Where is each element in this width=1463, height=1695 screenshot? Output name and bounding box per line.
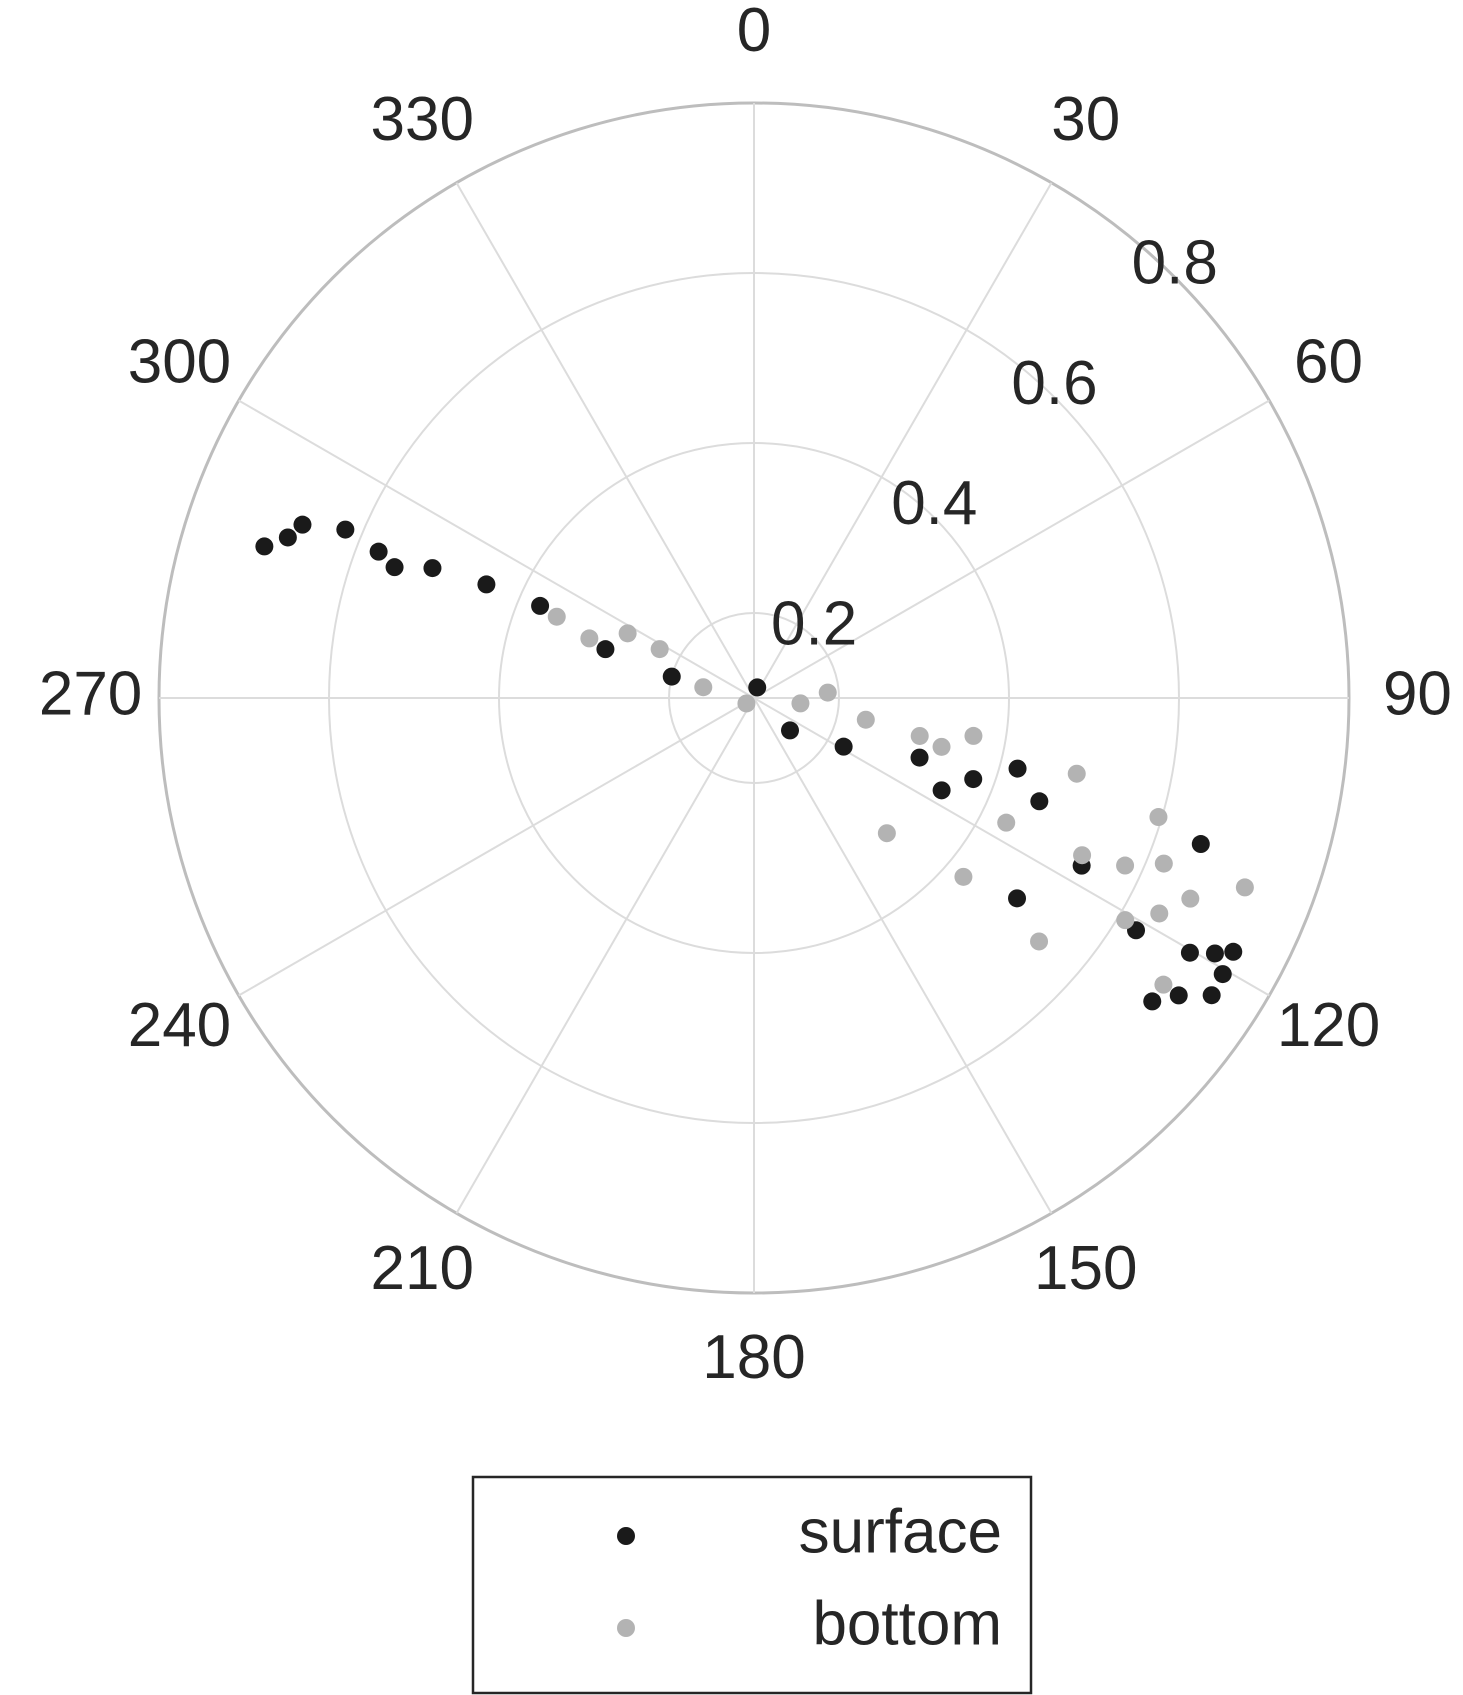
point	[910, 726, 929, 745]
legend-label: surface	[799, 1497, 1002, 1566]
point	[1154, 854, 1173, 873]
point	[1008, 759, 1027, 778]
point	[1030, 792, 1049, 811]
point	[737, 694, 756, 713]
grid-spoke	[238, 399, 755, 699]
grid-spoke	[753, 399, 1270, 699]
point	[932, 781, 951, 800]
theta-tick-label: 30	[1051, 85, 1120, 154]
point	[877, 824, 896, 843]
point	[1030, 932, 1049, 951]
point	[255, 537, 274, 556]
theta-tick-label: 0	[737, 0, 771, 65]
point	[748, 678, 767, 697]
point	[1213, 965, 1232, 984]
point	[650, 640, 669, 659]
r-tick-label: 0.6	[1011, 349, 1097, 418]
point	[1154, 975, 1173, 994]
point	[834, 737, 853, 756]
point	[964, 770, 983, 789]
point	[1181, 889, 1200, 908]
point	[1224, 942, 1243, 961]
point	[531, 596, 550, 615]
point	[1180, 943, 1199, 962]
grid-spoke	[753, 182, 1053, 699]
point	[336, 520, 355, 539]
legend-marker	[617, 1619, 635, 1637]
point	[818, 683, 837, 702]
point	[596, 640, 615, 659]
legend-label: bottom	[812, 1589, 1002, 1658]
theta-tick-label: 60	[1294, 328, 1363, 397]
point	[423, 559, 442, 578]
grid-spoke	[753, 697, 1053, 1214]
point	[1073, 846, 1092, 865]
point	[932, 737, 951, 756]
legend-box	[471, 1475, 1033, 1695]
point	[1205, 944, 1224, 963]
point	[781, 721, 800, 740]
grid-spoke	[455, 697, 755, 1214]
theta-tick-label: 210	[371, 1234, 474, 1303]
grid-spoke	[455, 182, 755, 699]
theta-tick-label: 300	[128, 328, 231, 397]
point	[1191, 835, 1210, 854]
point	[580, 629, 599, 648]
legend-marker	[617, 1527, 635, 1545]
point	[547, 607, 566, 626]
theta-tick-label: 240	[128, 991, 231, 1060]
point	[910, 748, 929, 767]
point	[278, 528, 297, 547]
point	[1116, 856, 1135, 875]
theta-tick-label: 120	[1277, 991, 1380, 1060]
point	[1116, 911, 1135, 930]
point	[1169, 986, 1188, 1005]
point	[1008, 889, 1027, 908]
grid-spoke	[238, 697, 755, 997]
point	[954, 867, 973, 886]
point	[293, 515, 312, 534]
point	[662, 667, 681, 686]
theta-tick-label: 180	[702, 1323, 805, 1392]
point	[477, 575, 496, 594]
point	[856, 710, 875, 729]
point	[1149, 808, 1168, 827]
point	[694, 678, 713, 697]
r-tick-label: 0.2	[771, 589, 857, 658]
theta-tick-label: 150	[1034, 1234, 1137, 1303]
point	[997, 813, 1016, 832]
theta-tick-label: 90	[1383, 659, 1452, 728]
point	[618, 624, 637, 643]
point	[964, 726, 983, 745]
point	[1202, 986, 1221, 1005]
theta-tick-label: 330	[371, 85, 474, 154]
point	[1143, 992, 1162, 1011]
r-tick-label: 0.4	[891, 469, 977, 538]
point	[1235, 878, 1254, 897]
point	[1067, 764, 1086, 783]
theta-tick-label: 270	[39, 659, 142, 728]
point	[1150, 904, 1169, 923]
point	[369, 542, 388, 561]
point	[385, 558, 404, 577]
r-tick-label: 0.8	[1132, 229, 1218, 298]
point	[791, 694, 810, 713]
